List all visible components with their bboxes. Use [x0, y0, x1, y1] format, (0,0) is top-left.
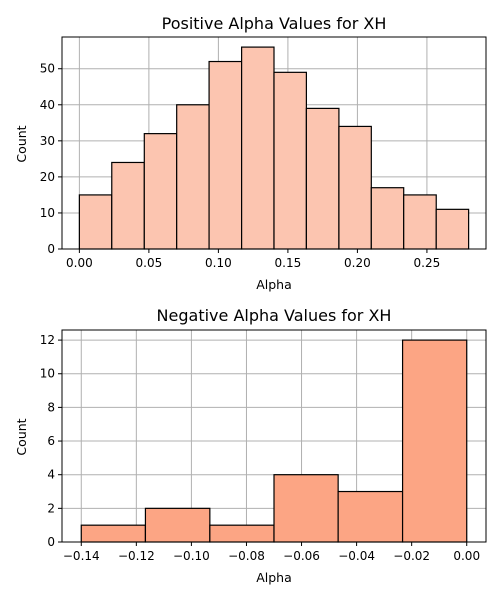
- x-tick-label: −0.08: [228, 549, 265, 563]
- histogram-bar: [111, 161, 145, 250]
- y-tick-label: 2: [47, 501, 55, 515]
- x-tick-label: −0.06: [283, 549, 320, 563]
- x-tick-label: −0.10: [173, 549, 210, 563]
- plot-frame: [61, 329, 487, 543]
- histogram-bar: [176, 104, 210, 250]
- x-tick-label: 0.25: [414, 256, 441, 270]
- histogram-bar: [338, 125, 372, 250]
- x-tick-label: −0.02: [393, 549, 430, 563]
- y-tick-label: 8: [47, 400, 55, 414]
- x-tick-label: −0.04: [338, 549, 375, 563]
- histogram-bar: [208, 60, 243, 250]
- histogram-bar: [80, 524, 147, 543]
- x-tick-label: 0.00: [66, 256, 93, 270]
- histogram-bar: [143, 133, 178, 250]
- x-tick-label: 0.15: [275, 256, 302, 270]
- histogram-bar: [273, 474, 339, 543]
- histogram-bar: [209, 524, 275, 543]
- x-tick-label: 0.00: [453, 549, 480, 563]
- histogram-bar: [401, 339, 468, 543]
- y-tick-label: 12: [40, 333, 55, 347]
- x-axis-label: Alpha: [256, 277, 292, 292]
- x-tick-label: −0.12: [118, 549, 155, 563]
- y-tick-label: 6: [47, 434, 55, 448]
- y-tick-label: 40: [40, 98, 55, 112]
- y-axis-label: Count: [14, 125, 29, 162]
- plot-frame: [61, 36, 487, 250]
- negative-alpha-histogram: Negative Alpha Values for XH Alpha Count…: [14, 306, 487, 585]
- x-tick-label: 0.10: [205, 256, 232, 270]
- histogram-bar: [144, 507, 211, 543]
- x-tick-label: 0.05: [136, 256, 163, 270]
- y-tick-label: 20: [40, 170, 55, 184]
- histogram-bar: [435, 208, 470, 250]
- y-tick-label: 4: [47, 468, 55, 482]
- histogram-bar: [305, 107, 340, 250]
- y-tick-label: 0: [47, 535, 55, 549]
- x-tick-label: −0.14: [63, 549, 100, 563]
- histogram-bar: [78, 194, 113, 250]
- y-tick-label: 0: [47, 242, 55, 256]
- x-axis-label: Alpha: [256, 570, 292, 585]
- y-axis-label: Count: [14, 418, 29, 455]
- y-tick-label: 10: [40, 367, 55, 381]
- y-tick-label: 30: [40, 134, 55, 148]
- bars: [80, 339, 468, 543]
- histogram-bar: [370, 187, 405, 250]
- chart-title: Positive Alpha Values for XH: [162, 14, 387, 33]
- bars: [78, 46, 470, 250]
- histogram-bar: [241, 46, 275, 250]
- histogram-bar: [273, 71, 307, 250]
- x-tick-label: 0.20: [344, 256, 371, 270]
- positive-alpha-histogram: Positive Alpha Values for XH Alpha Count…: [14, 14, 487, 292]
- y-tick-label: 50: [40, 62, 55, 76]
- y-tick-label: 10: [40, 206, 55, 220]
- histogram-bar: [403, 194, 437, 250]
- histogram-bar: [337, 490, 404, 543]
- chart-title: Negative Alpha Values for XH: [157, 306, 392, 325]
